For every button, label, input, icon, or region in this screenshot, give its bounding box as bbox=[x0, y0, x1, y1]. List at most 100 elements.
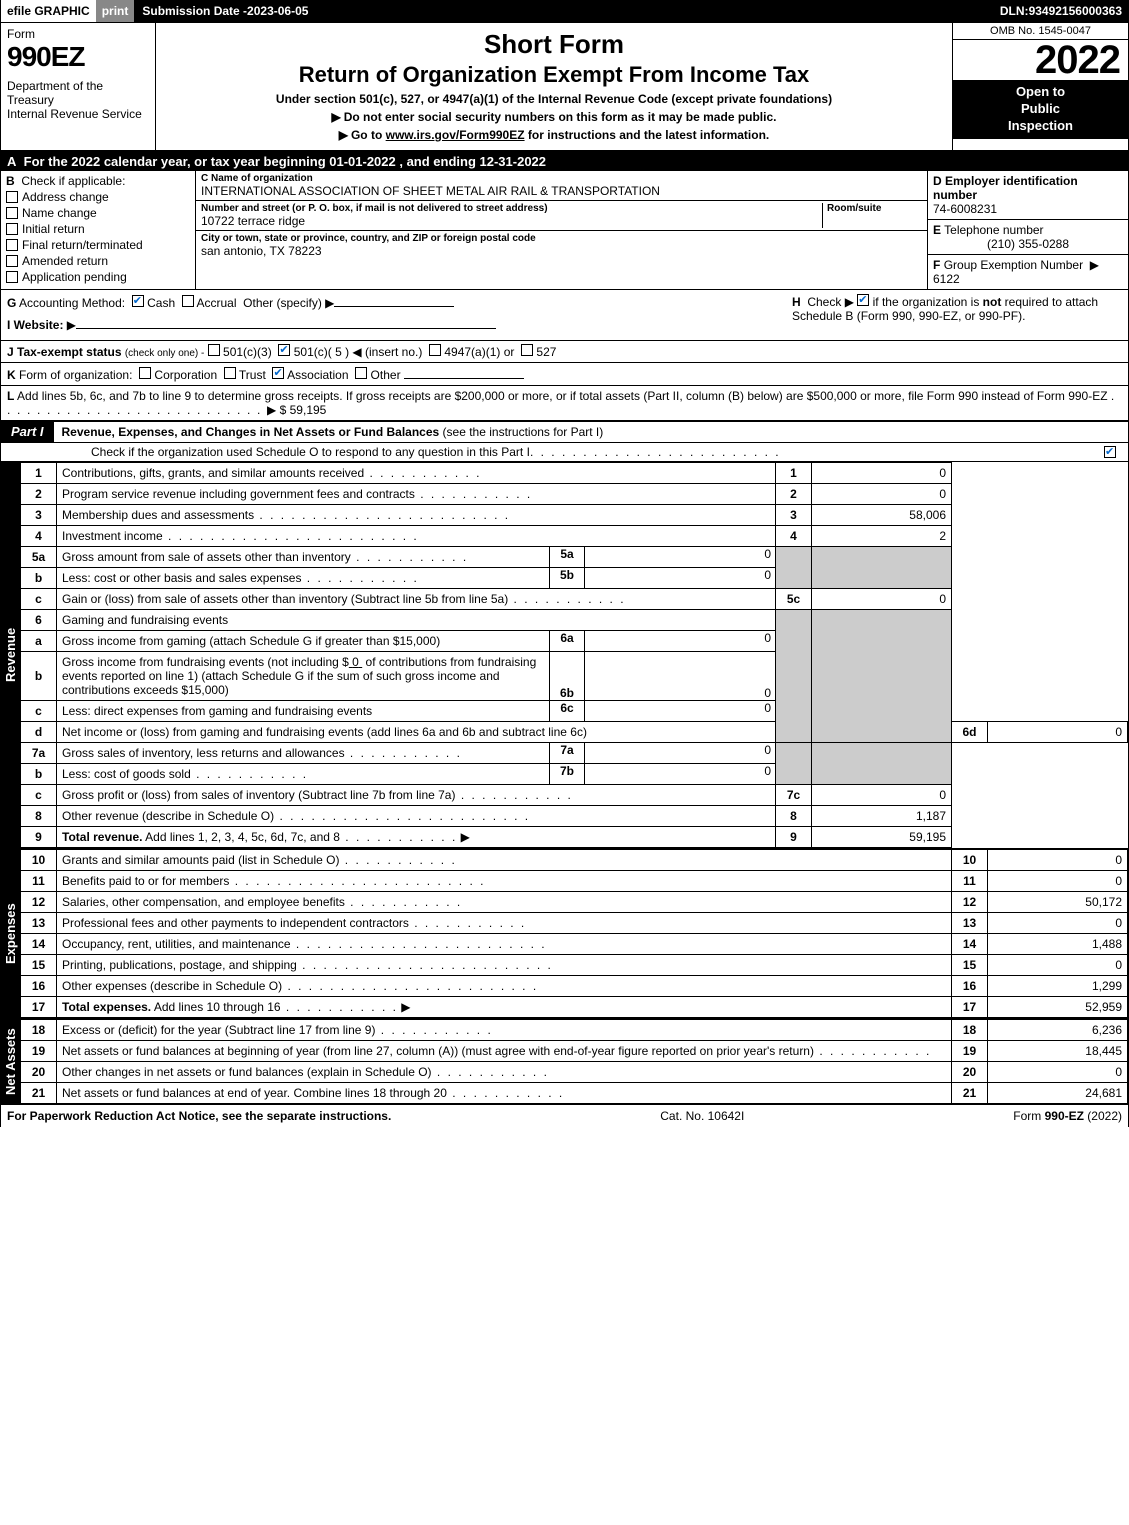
chk-final-return[interactable] bbox=[6, 239, 18, 251]
city-state-zip: san antonio, TX 78223 bbox=[201, 244, 922, 258]
ssn-warning: Do not enter social security numbers on … bbox=[344, 110, 777, 124]
line7a-val: 0 bbox=[585, 743, 775, 763]
group-exemption: 6122 bbox=[933, 272, 960, 286]
section-BCDEF: B Check if applicable: Address change Na… bbox=[1, 171, 1128, 290]
section-K: K Form of organization: Corporation Trus… bbox=[1, 363, 1128, 386]
chk-accrual[interactable] bbox=[182, 295, 194, 307]
cat-no: Cat. No. 10642I bbox=[660, 1109, 744, 1123]
line6b-val: 0 bbox=[585, 652, 775, 700]
section-L: L Add lines 5b, 6c, and 7b to line 9 to … bbox=[1, 386, 1128, 421]
open-to-public: Open toPublicInspection bbox=[953, 80, 1128, 139]
chk-address-change[interactable] bbox=[6, 191, 18, 203]
chk-amended[interactable] bbox=[6, 255, 18, 267]
chk-4947[interactable] bbox=[429, 344, 441, 356]
line12-val: 50,172 bbox=[988, 892, 1128, 913]
line3-val: 58,006 bbox=[812, 505, 952, 526]
chk-initial-return[interactable] bbox=[6, 223, 18, 235]
gross-receipts: $ 59,195 bbox=[280, 403, 327, 417]
b-opt: Address change bbox=[22, 190, 109, 204]
ein: 74-6008231 bbox=[933, 202, 997, 216]
line19-val: 18,445 bbox=[988, 1041, 1128, 1062]
section-GHI: G Accounting Method: Cash Accrual Other … bbox=[1, 290, 1128, 341]
b-opt: Name change bbox=[22, 206, 97, 220]
line11-val: 0 bbox=[988, 871, 1128, 892]
room-label: Room/suite bbox=[827, 203, 922, 214]
arrow-icon bbox=[331, 110, 343, 124]
chk-corp[interactable] bbox=[139, 367, 151, 379]
line-A: A For the 2022 calendar year, or tax yea… bbox=[1, 152, 1128, 171]
main-title: Return of Organization Exempt From Incom… bbox=[162, 62, 946, 88]
expenses-tab: Expenses bbox=[1, 849, 20, 1018]
line6a-val: 0 bbox=[585, 631, 775, 651]
part-tag: Part I bbox=[1, 421, 54, 442]
c-name-label: Name of organization bbox=[211, 173, 313, 184]
net-assets-tab: Net Assets bbox=[1, 1019, 20, 1104]
revenue-section: Revenue 1Contributions, gifts, grants, a… bbox=[1, 462, 1128, 849]
print-button[interactable]: print bbox=[96, 0, 137, 22]
other-org-blank bbox=[404, 366, 524, 379]
line1-val: 0 bbox=[812, 463, 952, 484]
goto-post: for instructions and the latest informat… bbox=[525, 128, 770, 142]
b-opt: Application pending bbox=[22, 270, 127, 284]
section-J: J Tax-exempt status (check only one) - 5… bbox=[1, 341, 1128, 363]
telephone: (210) 355-0288 bbox=[933, 237, 1123, 251]
g-label: Accounting Method: bbox=[19, 296, 125, 310]
g-accrual: Accrual bbox=[196, 296, 236, 310]
tax-year: 2022 bbox=[953, 40, 1128, 80]
street-address: 10722 terrace ridge bbox=[201, 214, 822, 228]
section-H: H Check ▶ if the organization is not req… bbox=[792, 294, 1122, 323]
chk-sched-b-not-req[interactable] bbox=[857, 294, 869, 306]
line8-val: 1,187 bbox=[812, 806, 952, 827]
chk-other-org[interactable] bbox=[355, 367, 367, 379]
form-word: Form bbox=[7, 27, 149, 41]
b-opt: Amended return bbox=[22, 254, 108, 268]
line2-val: 0 bbox=[812, 484, 952, 505]
b-opt: Initial return bbox=[22, 222, 85, 236]
expenses-section: Expenses 10Grants and similar amounts pa… bbox=[1, 849, 1128, 1019]
chk-name-change[interactable] bbox=[6, 207, 18, 219]
efile-label: efile GRAPHIC bbox=[1, 0, 96, 22]
line5c-val: 0 bbox=[812, 589, 952, 610]
sched-o-check-line: Check if the organization used Schedule … bbox=[1, 443, 1128, 462]
g-cash: Cash bbox=[147, 296, 175, 310]
line21-val: 24,681 bbox=[988, 1083, 1128, 1104]
line10-val: 0 bbox=[988, 850, 1128, 871]
line4-val: 2 bbox=[812, 526, 952, 547]
chk-527[interactable] bbox=[521, 344, 533, 356]
line16-val: 1,299 bbox=[988, 976, 1128, 997]
net-assets-section: Net Assets 18Excess or (deficit) for the… bbox=[1, 1019, 1128, 1105]
part-i-header: Part I Revenue, Expenses, and Changes in… bbox=[1, 421, 1128, 443]
line5b-val: 0 bbox=[585, 568, 775, 588]
f-label: Group Exemption Number bbox=[944, 258, 1083, 272]
city-label: City or town, state or province, country… bbox=[201, 233, 922, 244]
g-other: Other (specify) bbox=[243, 296, 322, 310]
chk-501c[interactable] bbox=[278, 344, 290, 356]
line6d-val: 0 bbox=[988, 722, 1128, 743]
d-label: Employer identification number bbox=[933, 174, 1078, 202]
e-label: Telephone number bbox=[944, 223, 1043, 237]
short-form-title: Short Form bbox=[162, 29, 946, 60]
line14-val: 1,488 bbox=[988, 934, 1128, 955]
subtitle: Under section 501(c), 527, or 4947(a)(1)… bbox=[162, 92, 946, 106]
top-bar: efile GRAPHIC print Submission Date - 20… bbox=[1, 0, 1128, 22]
chk-cash[interactable] bbox=[132, 295, 144, 307]
addr-label: Number and street (or P. O. box, if mail… bbox=[201, 203, 822, 214]
chk-app-pending[interactable] bbox=[6, 271, 18, 283]
chk-501c3[interactable] bbox=[208, 344, 220, 356]
department: Department of the Treasury Internal Reve… bbox=[7, 79, 149, 121]
chk-trust[interactable] bbox=[224, 367, 236, 379]
chk-schedO-partI[interactable] bbox=[1104, 446, 1116, 458]
chk-assoc[interactable] bbox=[272, 367, 284, 379]
website-blank bbox=[76, 316, 496, 329]
line7c-val: 0 bbox=[812, 785, 952, 806]
other-blank bbox=[334, 294, 454, 307]
irs-link[interactable]: www.irs.gov/Form990EZ bbox=[386, 128, 525, 142]
line5a-val: 0 bbox=[585, 547, 775, 567]
pra-notice: For Paperwork Reduction Act Notice, see … bbox=[7, 1109, 391, 1123]
arrow-icon bbox=[339, 128, 351, 142]
dln: DLN: 93492156000363 bbox=[994, 0, 1128, 22]
b-label: Check if applicable: bbox=[21, 174, 125, 188]
line17-val: 52,959 bbox=[988, 997, 1128, 1018]
i-label: Website: bbox=[14, 318, 64, 332]
revenue-tab: Revenue bbox=[1, 462, 20, 848]
